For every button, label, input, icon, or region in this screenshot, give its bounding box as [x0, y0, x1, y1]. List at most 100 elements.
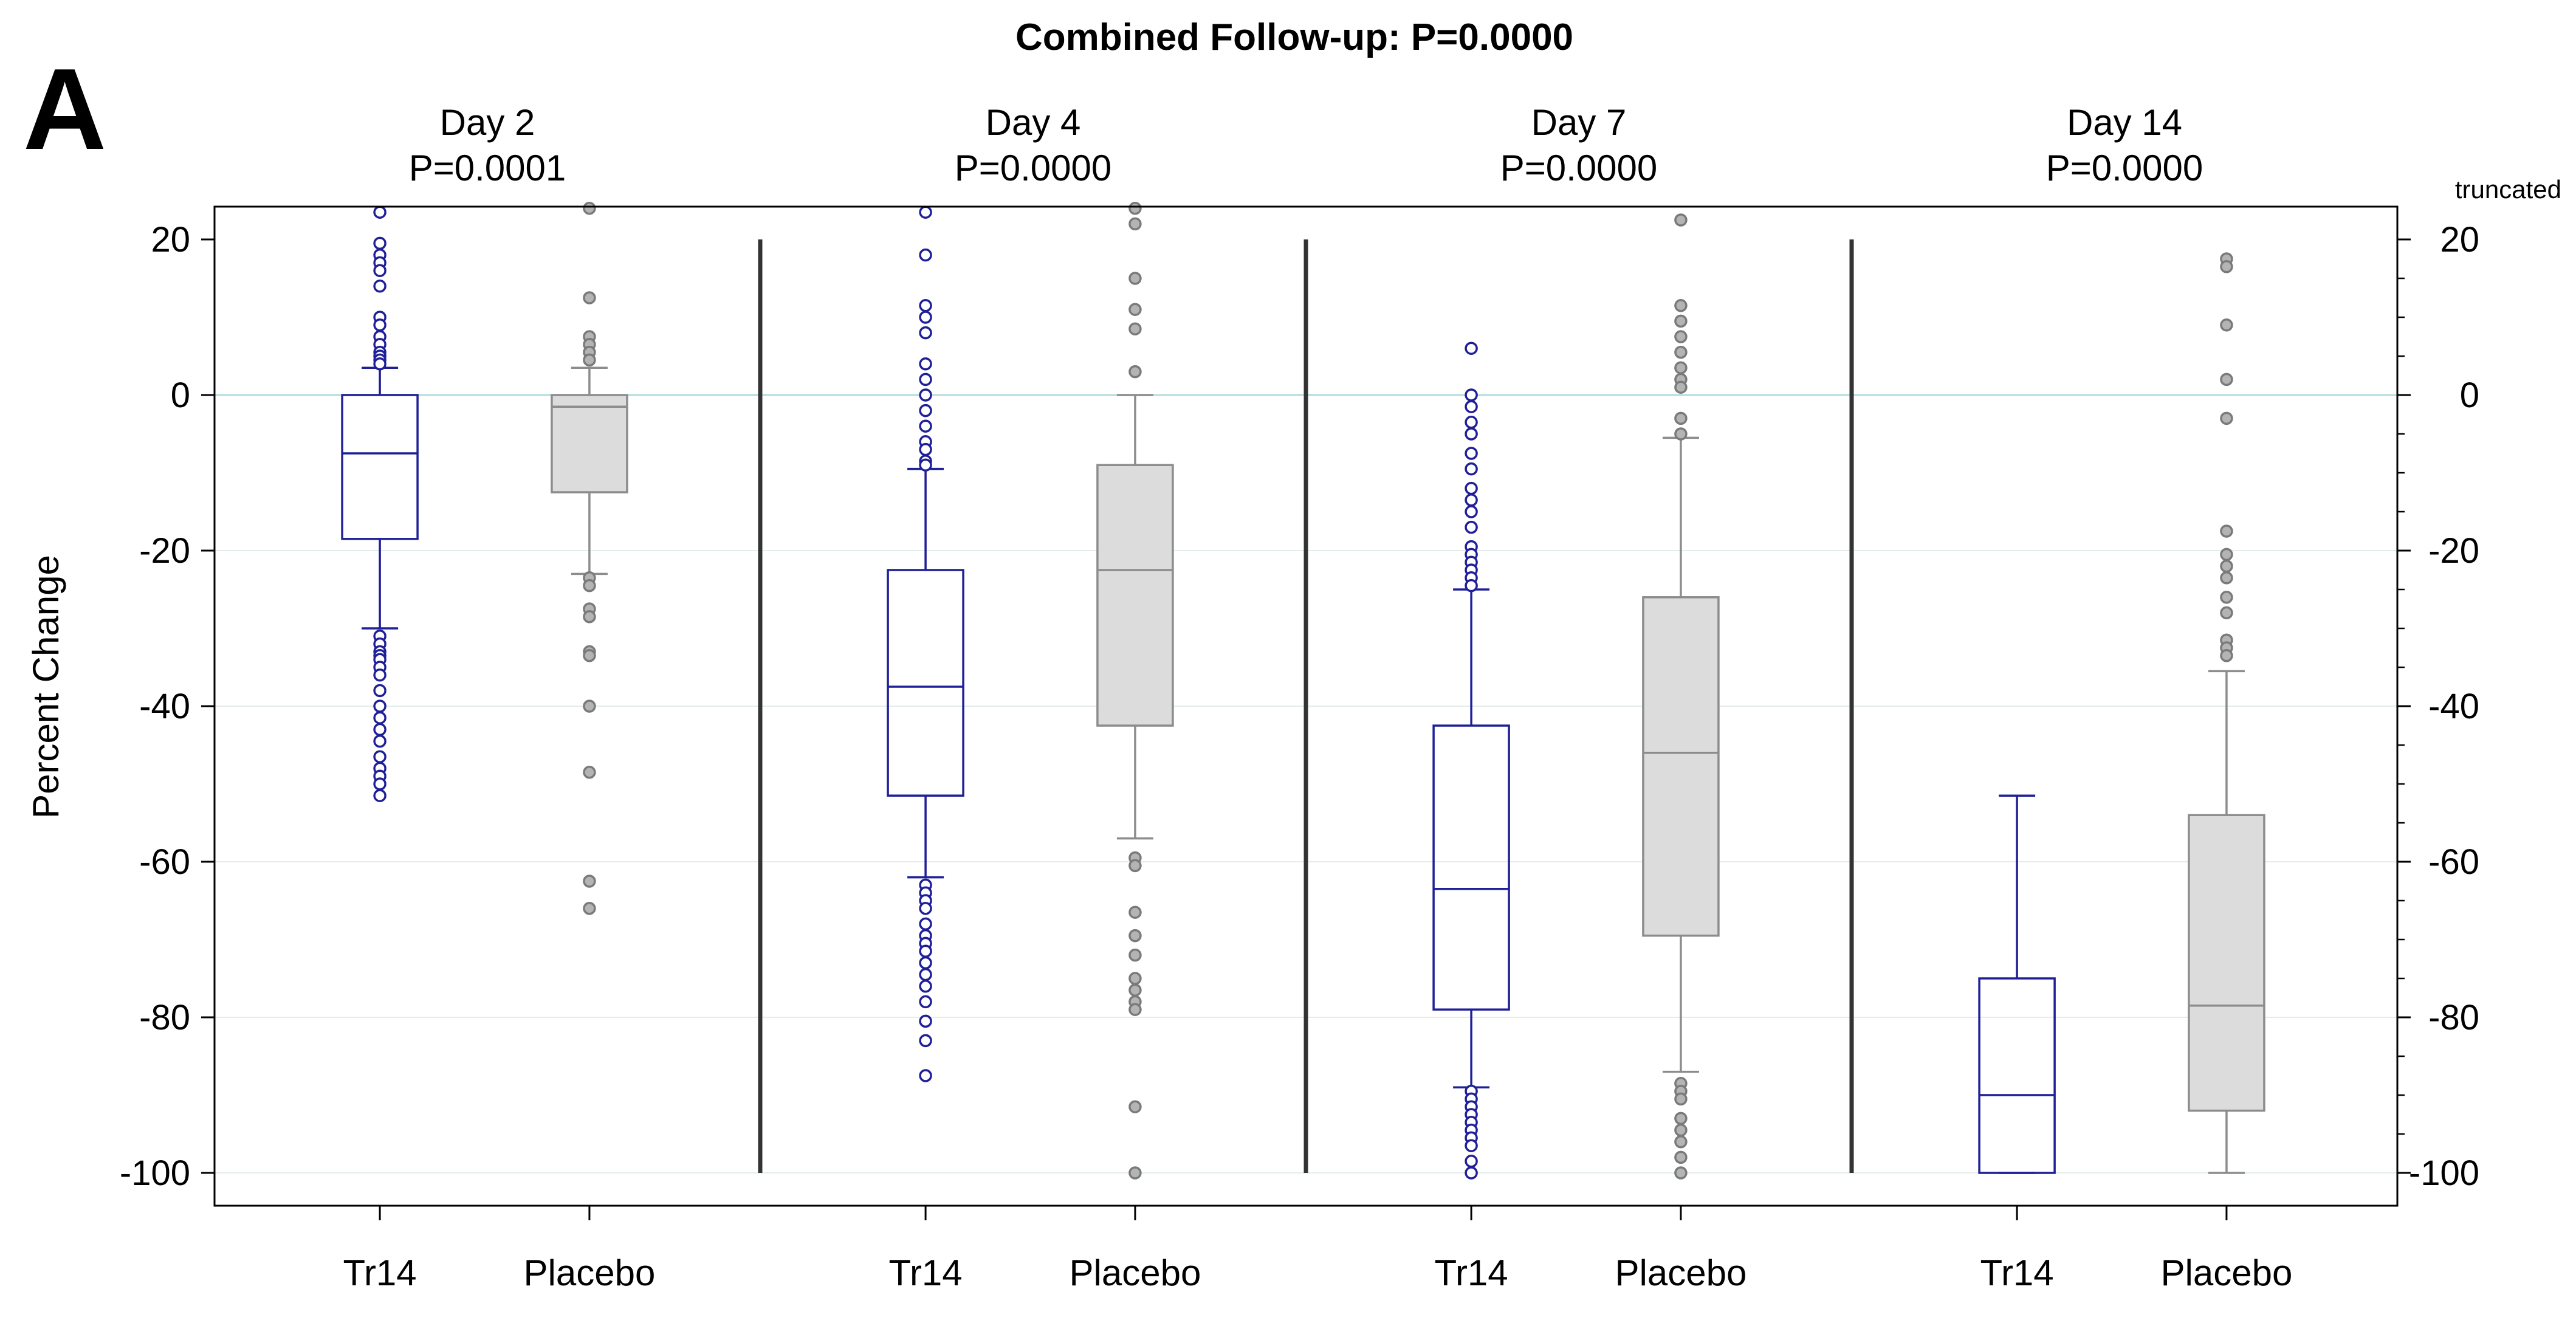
outlier-point — [1674, 1092, 1688, 1106]
outlier-point — [2220, 606, 2233, 620]
outlier-point — [919, 311, 932, 324]
y-tick-label-left: -60 — [139, 842, 190, 882]
outlier-point — [1674, 1150, 1688, 1164]
outlier-point — [583, 353, 596, 367]
outlier-point — [1465, 462, 1478, 476]
panel-p-value: P=0.0001 — [409, 148, 566, 188]
y-tick-label-left: -20 — [139, 531, 190, 571]
outlier-point — [1128, 322, 1142, 335]
outlier-point — [1128, 948, 1142, 962]
outlier-point — [2220, 524, 2233, 538]
x-tick-label: Placebo — [1070, 1253, 1201, 1293]
outlier-point — [1128, 1166, 1142, 1180]
y-tick-label-left: -80 — [139, 998, 190, 1037]
box-plots — [341, 202, 2265, 1180]
outlier-point — [2220, 649, 2233, 662]
outlier-point — [373, 264, 386, 277]
outlier-point — [2220, 260, 2233, 273]
panel-day-title: Day 7 — [1531, 102, 1627, 143]
outlier-point — [1465, 416, 1478, 429]
box — [551, 394, 628, 493]
outlier-point — [1465, 1139, 1478, 1152]
outlier-point — [373, 750, 386, 763]
outlier-point — [2220, 411, 2233, 425]
outlier-point — [919, 1069, 932, 1082]
outlier-point — [919, 299, 932, 312]
outlier-point — [373, 205, 386, 219]
box-group-placebo — [551, 202, 628, 915]
outlier-point — [1465, 342, 1478, 355]
y-tick-label-right: -60 — [2428, 842, 2479, 882]
outlier-point — [919, 404, 932, 418]
x-tick-label: Placebo — [2161, 1253, 2293, 1293]
outlier-point — [1128, 217, 1142, 231]
outlier-point — [2220, 318, 2233, 332]
box — [1642, 596, 1720, 937]
outlier-point — [1674, 1135, 1688, 1149]
outlier-point — [373, 777, 386, 791]
outlier-point — [1128, 202, 1142, 215]
outlier-point — [919, 1014, 932, 1028]
outlier-point — [583, 649, 596, 662]
y-tick-label-left: 20 — [151, 220, 190, 259]
outlier-point — [373, 668, 386, 682]
outlier-point — [1674, 411, 1688, 425]
outlier-point — [919, 967, 932, 981]
outlier-point — [373, 318, 386, 332]
outlier-point — [919, 956, 932, 970]
outlier-point — [2220, 591, 2233, 604]
outlier-point — [1465, 493, 1478, 507]
outlier-point — [1674, 361, 1688, 374]
x-tick-label: Tr14 — [889, 1253, 963, 1293]
outlier-point — [1465, 1155, 1478, 1168]
outlier-point — [919, 419, 932, 433]
outlier-point — [1674, 380, 1688, 394]
outlier-point — [1674, 314, 1688, 328]
outlier-point — [583, 902, 596, 915]
y-tick-label-right: -20 — [2428, 531, 2479, 571]
outlier-point — [919, 248, 932, 262]
outlier-point — [1128, 905, 1142, 919]
outlier-point — [1674, 299, 1688, 312]
outlier-point — [373, 734, 386, 748]
y-tick-label-left: -40 — [139, 687, 190, 726]
outlier-point — [1128, 1100, 1142, 1113]
chart-title: Combined Follow-up: P=0.0000 — [1015, 16, 1573, 58]
outlier-point — [583, 579, 596, 593]
y-tick-label-left: 0 — [171, 376, 190, 415]
outlier-point — [583, 766, 596, 779]
box-group-placebo — [1642, 213, 1720, 1180]
outlier-point — [373, 280, 386, 293]
outlier-point — [2220, 373, 2233, 387]
panel-day-title: Day 4 — [986, 102, 1081, 143]
outlier-point — [1465, 520, 1478, 534]
box — [2188, 814, 2265, 1112]
outlier-point — [1674, 213, 1688, 227]
outlier-point — [919, 326, 932, 340]
outlier-point — [1128, 972, 1142, 985]
box-group-tr14 — [1432, 342, 1510, 1180]
y-tick-label-right: -100 — [2409, 1153, 2479, 1193]
box — [1432, 724, 1510, 1011]
outlier-point — [919, 442, 932, 456]
y-axis-label: Percent Change — [26, 555, 66, 819]
x-tick-label: Tr14 — [343, 1253, 417, 1293]
outlier-point — [1128, 365, 1142, 379]
truncated-note: truncated — [2455, 175, 2561, 204]
panel-p-value: P=0.0000 — [955, 148, 1112, 188]
outlier-point — [1465, 400, 1478, 413]
box — [341, 394, 419, 540]
outlier-point — [583, 610, 596, 624]
outlier-point — [1674, 1123, 1688, 1137]
outlier-point — [1128, 303, 1142, 316]
outlier-point — [1465, 1166, 1478, 1180]
outlier-point — [1128, 929, 1142, 943]
outlier-point — [373, 357, 386, 371]
y-tick-label-left: -100 — [120, 1153, 190, 1193]
day-separators — [758, 239, 1854, 1173]
outlier-point — [1465, 505, 1478, 518]
outlier-point — [2220, 548, 2233, 562]
outlier-point — [919, 995, 932, 1009]
outlier-point — [1674, 345, 1688, 359]
box-group-tr14 — [1978, 794, 2056, 1174]
